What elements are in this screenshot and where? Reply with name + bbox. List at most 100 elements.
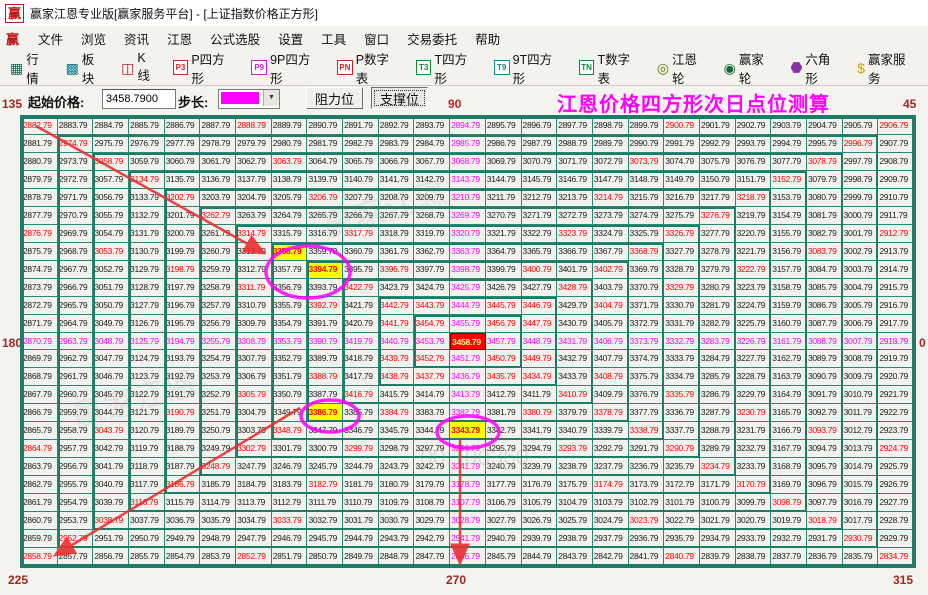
grid-cell: 3193.79 bbox=[164, 350, 201, 369]
grid-cell: 3153.79 bbox=[771, 188, 807, 207]
grid-cell: 2885.79 bbox=[129, 117, 165, 135]
grid-cell: 3022.79 bbox=[664, 512, 700, 531]
t-number-icon: TN bbox=[578, 60, 595, 75]
grid-cell: 2954.79 bbox=[57, 494, 94, 513]
menu-item-资讯[interactable]: 资讯 bbox=[124, 32, 150, 47]
grid-cell: 3040.79 bbox=[93, 476, 130, 495]
grid-cell: 3072.79 bbox=[592, 152, 629, 171]
toolbar-item[interactable]: P3 P四方形 bbox=[169, 46, 241, 90]
grid-cell: 3147.79 bbox=[592, 170, 629, 189]
grid-cell: 3038.79 bbox=[93, 512, 130, 531]
toolbar-item[interactable]: ◫ K线 bbox=[117, 48, 161, 87]
grid-cell: 2936.79 bbox=[628, 530, 665, 549]
menu-item-窗口[interactable]: 窗口 bbox=[364, 32, 390, 47]
grid-cell: 3148.79 bbox=[628, 170, 665, 189]
grid-cell: 3362.79 bbox=[414, 242, 451, 261]
grid-cell: 3364.79 bbox=[485, 242, 522, 261]
resistance-button[interactable]: 阻力位 bbox=[306, 87, 364, 109]
grid-cell: 2886.79 bbox=[164, 117, 201, 135]
grid-cell: 3391.79 bbox=[307, 314, 344, 333]
menu-item-公式选股[interactable]: 公式选股 bbox=[210, 32, 261, 47]
grid-cell: 2918.79 bbox=[878, 332, 914, 351]
support-button[interactable]: 支撑位 bbox=[371, 87, 429, 109]
grid-cell: 3034.79 bbox=[236, 512, 272, 531]
grid-cell: 3371.79 bbox=[628, 296, 665, 315]
grid-cell: 3228.79 bbox=[735, 368, 772, 387]
grid-cell: 3249.79 bbox=[200, 440, 237, 459]
grid-cell: 2841.79 bbox=[628, 548, 665, 566]
grid-cell: 2842.79 bbox=[592, 548, 629, 566]
start-price-input[interactable] bbox=[102, 89, 176, 109]
menu-item-浏览[interactable]: 浏览 bbox=[81, 32, 107, 47]
grid-cell: 3119.79 bbox=[129, 440, 165, 459]
grid-cell: 3091.79 bbox=[806, 386, 843, 405]
grid-cell: 3368.79 bbox=[628, 242, 665, 261]
grid-cell: 3259.79 bbox=[200, 260, 237, 279]
grid-cell: 3418.79 bbox=[343, 350, 379, 369]
toolbar-item[interactable]: ▦ 行情 bbox=[6, 46, 55, 90]
grid-cell: 3161.79 bbox=[771, 332, 807, 351]
grid-cell: 3126.79 bbox=[129, 314, 165, 333]
toolbar-item[interactable]: T3 T四方形 bbox=[412, 46, 483, 90]
p-number-icon: PN bbox=[336, 60, 353, 75]
menu-item-帮助[interactable]: 帮助 bbox=[475, 32, 501, 47]
menu-item-设置[interactable]: 设置 bbox=[278, 32, 304, 47]
grid-cell: 3156.79 bbox=[771, 242, 807, 261]
grid-cell: 2897.79 bbox=[557, 117, 593, 135]
menu-item-文件[interactable]: 文件 bbox=[38, 32, 64, 47]
grid-cell: 3340.79 bbox=[557, 422, 593, 441]
toolbar-item-label: 赢家轮 bbox=[738, 52, 764, 86]
p-square-icon: P3 bbox=[172, 60, 189, 75]
grid-cell: 2931.79 bbox=[806, 530, 843, 549]
grid-cell: 2992.79 bbox=[699, 134, 736, 153]
grid-cell: 3356.79 bbox=[271, 278, 308, 297]
chevron-down-icon[interactable]: ▼ bbox=[263, 90, 279, 106]
toolbar-item[interactable]: 六角形 bbox=[787, 46, 847, 90]
toolbar-item[interactable]: ▩ 板块 bbox=[62, 46, 111, 90]
toolbar-item[interactable]: P9 9P四方形 bbox=[247, 46, 326, 90]
grid-cell: 3130.79 bbox=[129, 242, 165, 261]
grid-cell: 3070.79 bbox=[521, 152, 558, 171]
toolbar-item[interactable]: ◉ 赢家轮 bbox=[720, 46, 780, 90]
grid-cell: 3336.79 bbox=[664, 404, 700, 423]
grid-cell: 3253.79 bbox=[200, 368, 237, 387]
grid-cell: 3215.79 bbox=[628, 188, 665, 207]
grid-cell: 3352.79 bbox=[271, 350, 308, 369]
grid-cell: 2908.79 bbox=[878, 152, 914, 171]
toolbar-item[interactable]: PN P数字表 bbox=[333, 46, 405, 90]
grid-cell: 3431.79 bbox=[557, 332, 593, 351]
grid-cell: 2935.79 bbox=[664, 530, 700, 549]
menu-item-交易委托[interactable]: 交易委托 bbox=[407, 32, 458, 47]
grid-cell: 3084.79 bbox=[806, 260, 843, 279]
grid-cell: 3043.79 bbox=[93, 422, 130, 441]
grid-cell: 3213.79 bbox=[557, 188, 593, 207]
grid-cell: 3041.79 bbox=[93, 458, 130, 477]
grid-cell: 2986.79 bbox=[485, 134, 522, 153]
menu-item-工具[interactable]: 工具 bbox=[321, 32, 347, 47]
grid-cell: 3425.79 bbox=[450, 278, 486, 297]
menu-item-江恩[interactable]: 江恩 bbox=[167, 32, 193, 47]
grid-cell: 3099.79 bbox=[735, 494, 772, 513]
grid-cell: 3296.79 bbox=[450, 440, 486, 459]
start-price-label: 起始价格: bbox=[28, 95, 85, 110]
toolbar-item-label: P数字表 bbox=[355, 52, 390, 86]
step-color-dropdown[interactable]: ▼ bbox=[218, 89, 280, 109]
grid-cell: 3065.79 bbox=[343, 152, 379, 171]
grid-cell: 3135.79 bbox=[164, 170, 201, 189]
grid-cell: 3337.79 bbox=[664, 422, 700, 441]
toolbar-item[interactable]: $ 赢家服务 bbox=[853, 46, 921, 90]
grid-cell: 3390.79 bbox=[307, 332, 344, 351]
toolbar-item[interactable]: ◎ 江恩轮 bbox=[653, 46, 713, 90]
grid-cell: 3078.79 bbox=[806, 152, 843, 171]
grid-cell: 3435.79 bbox=[485, 368, 522, 387]
grid-cell: 3309.79 bbox=[236, 314, 272, 333]
grid-cell: 3342.79 bbox=[485, 422, 522, 441]
toolbar-item[interactable]: T9 9T四方形 bbox=[490, 46, 568, 90]
grid-cell: 2933.79 bbox=[735, 530, 772, 549]
grid-cell: 3014.79 bbox=[842, 458, 879, 477]
grid-cell: 3244.79 bbox=[343, 458, 379, 477]
grid-cell: 3109.79 bbox=[378, 494, 415, 513]
toolbar-item[interactable]: TN T数字表 bbox=[575, 46, 646, 90]
grid-cell: 3176.79 bbox=[521, 476, 558, 495]
grid-cell: 3114.79 bbox=[200, 494, 237, 513]
